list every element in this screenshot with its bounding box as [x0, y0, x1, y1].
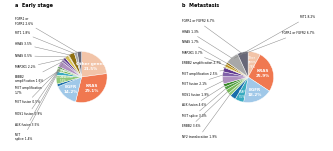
Wedge shape — [76, 74, 107, 103]
Text: KRAS
29.1%: KRAS 29.1% — [85, 84, 99, 93]
Text: HRAS 3.5%: HRAS 3.5% — [15, 42, 71, 55]
Text: ROS1 fusion 1.9%: ROS1 fusion 1.9% — [181, 81, 224, 97]
Text: NF2 translocation 1.9%: NF2 translocation 1.9% — [181, 94, 230, 139]
Text: MET fusion 0.5%: MET fusion 0.5% — [15, 70, 59, 104]
Wedge shape — [248, 55, 274, 91]
Wedge shape — [57, 69, 82, 77]
Text: MET amplification
1.7%: MET amplification 1.7% — [15, 71, 58, 95]
Wedge shape — [58, 68, 82, 77]
Wedge shape — [223, 67, 248, 77]
Wedge shape — [228, 77, 248, 96]
Wedge shape — [58, 66, 82, 77]
Wedge shape — [227, 54, 248, 77]
Text: EGFR
18.2%: EGFR 18.2% — [247, 88, 262, 96]
Wedge shape — [56, 71, 82, 77]
Text: BRAF
5.5%: BRAF 5.5% — [238, 90, 245, 99]
Wedge shape — [57, 77, 82, 87]
Wedge shape — [82, 51, 107, 77]
Wedge shape — [56, 75, 82, 84]
Wedge shape — [69, 53, 82, 77]
Wedge shape — [223, 77, 248, 87]
Wedge shape — [224, 77, 248, 90]
Text: MAP2K1 0.7%: MAP2K1 0.7% — [181, 51, 226, 66]
Text: NRAS 0.5%: NRAS 0.5% — [15, 54, 68, 58]
Wedge shape — [58, 61, 82, 77]
Text: BRAF
2.2%: BRAF 2.2% — [60, 70, 67, 79]
Text: RIT1 8.2%: RIT1 8.2% — [234, 15, 315, 58]
Wedge shape — [77, 51, 82, 77]
Text: NRAS 1.7%: NRAS 1.7% — [181, 40, 227, 64]
Text: ALK fusion 4.6%: ALK fusion 4.6% — [181, 85, 225, 107]
Text: ERBB2 amplification 2.7%: ERBB2 amplification 2.7% — [181, 61, 225, 67]
Wedge shape — [226, 62, 248, 77]
Text: FGFR1 or FGFR2 6.7%: FGFR1 or FGFR2 6.7% — [244, 31, 315, 54]
Wedge shape — [244, 77, 269, 103]
Wedge shape — [226, 77, 248, 93]
Wedge shape — [63, 58, 82, 77]
Text: TP53 mutation
5.3%: TP53 mutation 5.3% — [53, 75, 73, 83]
Text: FGFR1 or
FGFR2 2.6%: FGFR1 or FGFR2 2.6% — [15, 17, 78, 53]
Wedge shape — [224, 66, 248, 77]
Text: ERBB2 3.6%: ERBB2 3.6% — [181, 91, 228, 128]
Text: ERBB2
amplification 1.6%: ERBB2 amplification 1.6% — [15, 61, 64, 83]
Wedge shape — [225, 64, 248, 77]
Text: RIT1 1.8%: RIT1 1.8% — [15, 31, 75, 54]
Wedge shape — [74, 52, 82, 77]
Wedge shape — [222, 77, 248, 84]
Text: KRAS
25.9%: KRAS 25.9% — [256, 69, 270, 78]
Text: a  Early stage: a Early stage — [15, 3, 53, 8]
Text: ALK fusion 3.5%: ALK fusion 3.5% — [15, 66, 61, 127]
Text: MET fusion 2.1%: MET fusion 2.1% — [181, 75, 223, 86]
Text: ROS1 fusion 0.9%: ROS1 fusion 0.9% — [15, 69, 59, 116]
Wedge shape — [62, 59, 82, 77]
Wedge shape — [248, 51, 260, 77]
Text: EGFR
14.2%: EGFR 14.2% — [64, 85, 78, 94]
Wedge shape — [58, 77, 82, 102]
Text: HRAS 1.3%: HRAS 1.3% — [181, 30, 232, 58]
Wedge shape — [68, 55, 82, 77]
Text: Other
genes
7.8%: Other genes 7.8% — [248, 56, 256, 69]
Wedge shape — [222, 72, 248, 77]
Wedge shape — [237, 51, 248, 77]
Text: MET splice 3.0%: MET splice 3.0% — [181, 88, 226, 118]
Text: MAP2K1 2.2%: MAP2K1 2.2% — [15, 58, 66, 69]
Text: FGFR1 or FGFR2 6.7%: FGFR1 or FGFR2 6.7% — [181, 19, 242, 53]
Text: Other genes
21.5%: Other genes 21.5% — [77, 62, 105, 71]
Text: b  Metastasis: b Metastasis — [181, 3, 219, 8]
Wedge shape — [235, 77, 248, 102]
Text: MET
splice 1.4%: MET splice 1.4% — [15, 63, 63, 141]
Wedge shape — [230, 77, 248, 99]
Wedge shape — [65, 55, 82, 77]
Text: MET amplification 2.5%: MET amplification 2.5% — [181, 70, 224, 76]
